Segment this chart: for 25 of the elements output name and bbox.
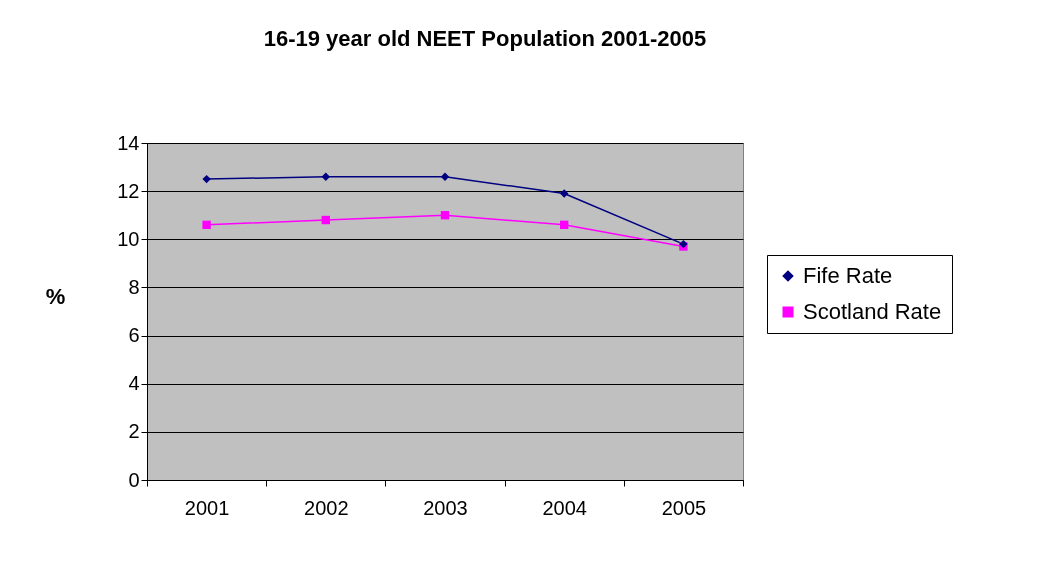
y-tick-label: 2 <box>128 420 140 443</box>
x-tick-label: 2004 <box>542 496 587 519</box>
point <box>440 211 450 220</box>
y-tick-label: 4 <box>128 372 140 395</box>
y-tick-label: 8 <box>128 275 140 298</box>
x-tick-label: 2002 <box>304 496 349 519</box>
x-tick-label: 2001 <box>184 496 230 519</box>
y-axis-title: % <box>45 283 66 309</box>
legend-label: Fife Rate <box>803 263 893 288</box>
point <box>202 174 211 184</box>
legend-label: Scotland Rate <box>803 299 942 324</box>
x-tick-label: 2003 <box>423 496 468 519</box>
x-tick-label: 2005 <box>661 496 707 519</box>
y-tick-label: 0 <box>128 468 140 491</box>
y-tick-label: 14 <box>117 131 140 154</box>
y-tick-label: 6 <box>128 324 140 347</box>
y-tick-label: 12 <box>117 179 140 202</box>
chart-title: 16-19 year old NEET Population 2001-2005 <box>263 26 707 51</box>
point <box>202 220 211 230</box>
point <box>440 172 450 181</box>
point <box>560 220 569 230</box>
point <box>321 172 330 181</box>
point <box>321 215 330 225</box>
point <box>560 189 569 198</box>
y-tick-label: 10 <box>117 227 140 250</box>
